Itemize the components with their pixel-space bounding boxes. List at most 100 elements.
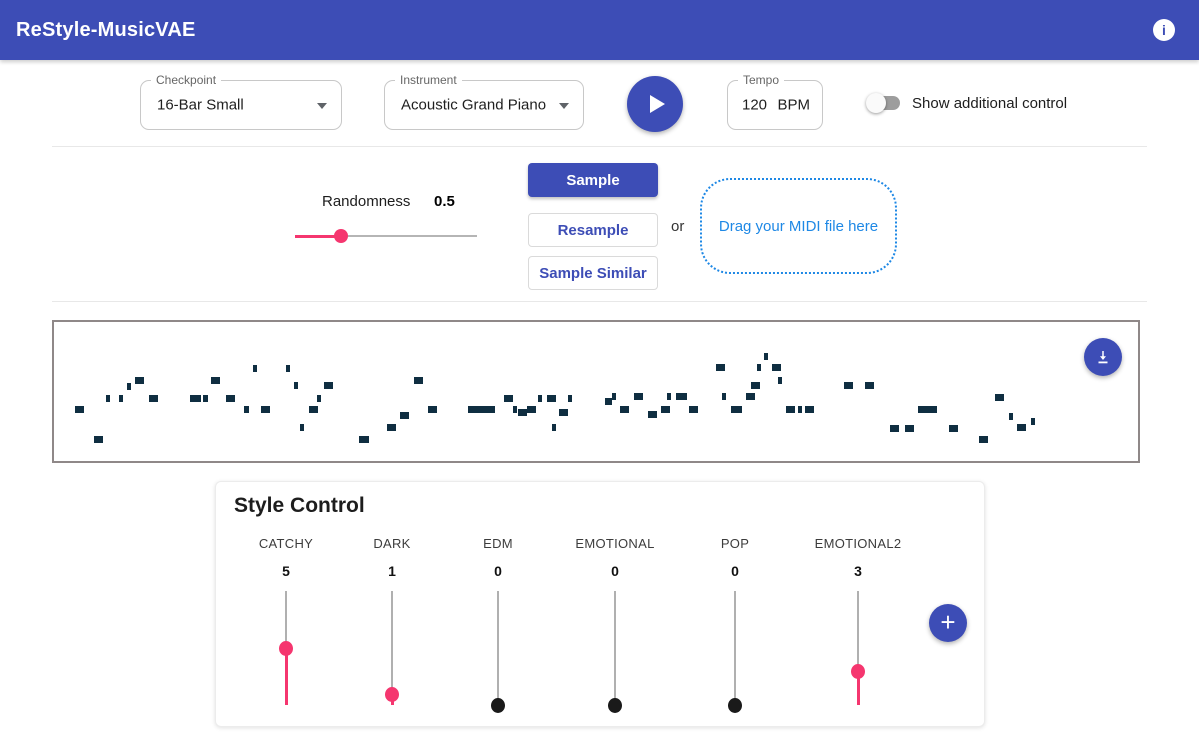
slider-thumb[interactable] bbox=[333, 229, 348, 243]
midi-note bbox=[94, 436, 103, 443]
midi-note bbox=[634, 393, 643, 400]
add-style-button[interactable]: + bbox=[929, 604, 967, 642]
midi-note bbox=[905, 425, 914, 432]
resample-button[interactable]: Resample bbox=[528, 213, 658, 247]
style-vertical-slider[interactable] bbox=[560, 591, 670, 713]
style-vertical-slider[interactable] bbox=[231, 591, 341, 705]
midi-note bbox=[772, 364, 781, 371]
checkpoint-label: Checkpoint bbox=[151, 73, 222, 87]
slider-thumb[interactable] bbox=[385, 686, 399, 702]
midi-note bbox=[211, 377, 220, 384]
midi-note bbox=[552, 424, 556, 431]
midi-note bbox=[300, 424, 304, 431]
style-vertical-slider[interactable] bbox=[337, 591, 447, 705]
plus-icon: + bbox=[940, 607, 956, 637]
style-vertical-slider[interactable] bbox=[680, 591, 790, 713]
midi-note bbox=[667, 393, 671, 400]
slider-thumb[interactable] bbox=[279, 641, 293, 656]
midi-note bbox=[1009, 413, 1013, 420]
midi-note bbox=[805, 406, 814, 413]
midi-note bbox=[1031, 418, 1035, 425]
chevron-down-icon bbox=[559, 103, 569, 109]
checkpoint-select[interactable]: Checkpoint 16-Bar Small bbox=[140, 73, 342, 130]
midi-dropzone-label: Drag your MIDI file here bbox=[718, 217, 879, 235]
style-slider-value: 0 bbox=[611, 563, 619, 579]
slider-track bbox=[295, 235, 477, 237]
divider bbox=[52, 301, 1147, 302]
slider-thumb[interactable] bbox=[728, 698, 742, 713]
midi-note bbox=[253, 365, 257, 372]
randomness-label: Randomness bbox=[322, 193, 411, 210]
midi-note bbox=[722, 393, 726, 400]
midi-note bbox=[612, 393, 616, 400]
midi-note bbox=[751, 382, 760, 389]
midi-note bbox=[568, 395, 572, 402]
midi-note bbox=[798, 406, 802, 413]
info-icon[interactable]: i bbox=[1153, 19, 1175, 41]
style-slider-catchy: CATCHY 5 bbox=[231, 536, 341, 705]
play-button[interactable] bbox=[627, 76, 683, 132]
midi-note bbox=[605, 398, 612, 405]
tempo-field[interactable]: Tempo 120 BPM bbox=[727, 73, 823, 130]
randomness-slider[interactable] bbox=[295, 229, 477, 243]
sample-similar-button[interactable]: Sample Similar bbox=[528, 256, 658, 290]
midi-note bbox=[786, 406, 795, 413]
style-slider-emotional: EMOTIONAL 0 bbox=[560, 536, 670, 713]
midi-note bbox=[149, 395, 158, 402]
slider-fill bbox=[856, 670, 860, 705]
midi-note bbox=[731, 406, 742, 413]
style-slider-value: 0 bbox=[731, 563, 739, 579]
sample-button[interactable]: Sample bbox=[528, 163, 658, 197]
midi-note bbox=[504, 395, 513, 402]
app-bar: ReStyle-MusicVAE bbox=[0, 0, 1199, 60]
midi-note bbox=[261, 406, 270, 413]
or-label: or bbox=[671, 218, 685, 235]
midi-note bbox=[979, 436, 988, 443]
slider-thumb[interactable] bbox=[851, 663, 865, 679]
midi-note bbox=[317, 395, 321, 402]
app-title: ReStyle-MusicVAE bbox=[16, 18, 196, 41]
midi-note bbox=[324, 382, 333, 389]
instrument-select[interactable]: Instrument Acoustic Grand Piano bbox=[384, 73, 584, 130]
slider-track bbox=[734, 591, 736, 705]
midi-note bbox=[844, 382, 853, 389]
midi-note bbox=[620, 406, 629, 413]
toggle-label: Show additional control bbox=[912, 95, 1068, 112]
midi-note bbox=[244, 406, 249, 413]
midi-note bbox=[135, 377, 144, 384]
midi-note bbox=[468, 406, 495, 413]
midi-note bbox=[127, 383, 131, 390]
tempo-unit: BPM bbox=[777, 96, 810, 114]
slider-thumb[interactable] bbox=[608, 698, 622, 713]
style-slider-pop: POP 0 bbox=[680, 536, 790, 713]
midi-note bbox=[513, 406, 517, 413]
midi-note bbox=[689, 406, 698, 413]
chevron-down-icon bbox=[317, 103, 327, 109]
midi-note bbox=[949, 425, 958, 432]
midi-note bbox=[428, 406, 437, 413]
slider-thumb[interactable] bbox=[491, 698, 505, 713]
style-slider-value: 0 bbox=[494, 563, 502, 579]
midi-note bbox=[676, 393, 687, 400]
style-slider-label: DARK bbox=[373, 536, 411, 551]
tempo-label: Tempo bbox=[738, 73, 785, 87]
style-control-title: Style Control bbox=[234, 494, 365, 517]
show-additional-control-toggle[interactable] bbox=[866, 93, 902, 113]
download-icon bbox=[1098, 351, 1108, 364]
download-button[interactable] bbox=[1084, 338, 1122, 376]
style-vertical-slider[interactable] bbox=[443, 591, 553, 713]
midi-note bbox=[865, 382, 874, 389]
style-vertical-slider[interactable] bbox=[803, 591, 913, 705]
randomness-value: 0.5 bbox=[434, 193, 455, 210]
midi-dropzone[interactable]: Drag your MIDI file here bbox=[700, 178, 897, 274]
style-slider-dark: DARK 1 bbox=[337, 536, 447, 705]
style-slider-value: 1 bbox=[388, 563, 396, 579]
midi-note bbox=[518, 409, 527, 416]
piano-roll[interactable] bbox=[52, 320, 1140, 463]
midi-note bbox=[527, 406, 536, 413]
slider-track bbox=[614, 591, 616, 705]
midi-note bbox=[890, 425, 899, 432]
style-slider-value: 3 bbox=[854, 563, 862, 579]
midi-note bbox=[190, 395, 201, 402]
